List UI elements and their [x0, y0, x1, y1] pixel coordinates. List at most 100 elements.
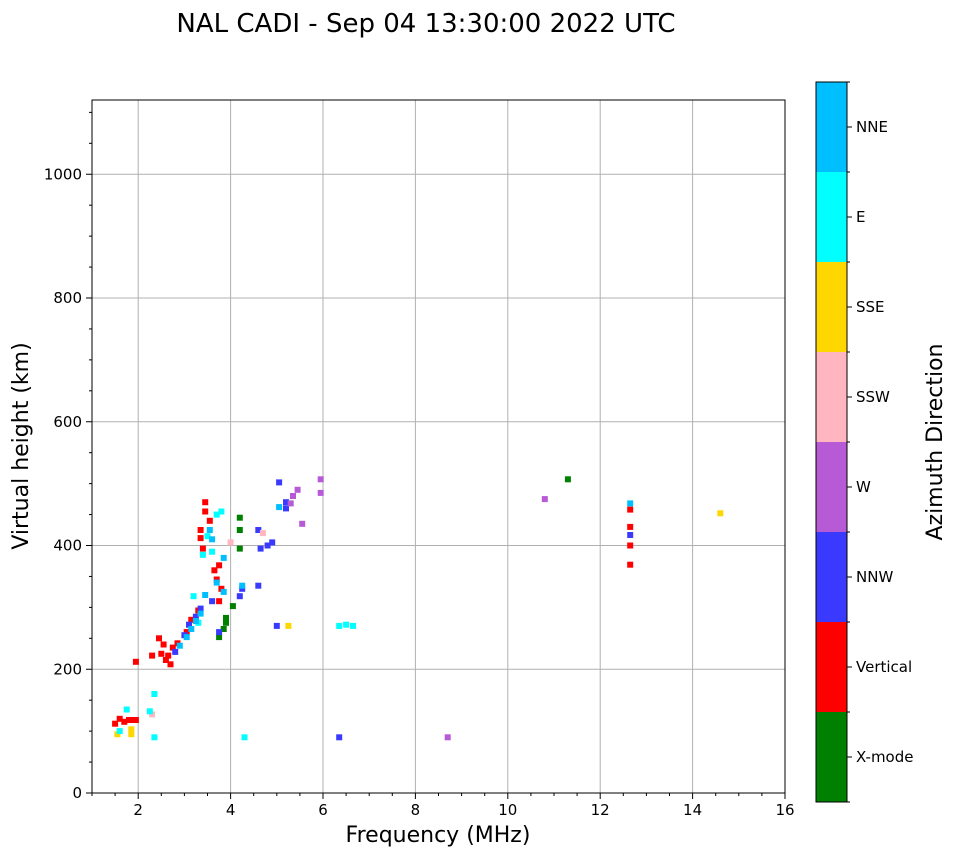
- data-point: [627, 523, 634, 530]
- data-point: [627, 542, 634, 549]
- data-point: [223, 619, 229, 626]
- data-point: [236, 527, 243, 533]
- x-tick-label: 10: [498, 801, 517, 819]
- data-point: [128, 731, 135, 738]
- colorbar-segment: [816, 532, 847, 622]
- y-tick-label: 400: [53, 537, 82, 555]
- data-point: [213, 511, 220, 518]
- data-point: [121, 718, 128, 725]
- data-point: [336, 622, 343, 629]
- y-tick-label: 200: [53, 660, 82, 678]
- colorbar-tick-label: NNW: [856, 568, 893, 586]
- data-point: [220, 626, 227, 632]
- data-point: [197, 605, 204, 612]
- data-point: [220, 588, 227, 595]
- data-point: [112, 720, 119, 727]
- data-point: [123, 706, 130, 713]
- data-point: [192, 618, 199, 624]
- data-point: [199, 545, 206, 552]
- y-tick-label: 800: [53, 289, 82, 307]
- data-point: [188, 616, 195, 623]
- data-point: [167, 661, 174, 668]
- data-point: [627, 506, 634, 513]
- data-point: [116, 728, 123, 735]
- data-point: [132, 717, 139, 723]
- data-point: [211, 567, 218, 574]
- data-point: [206, 527, 213, 533]
- data-point: [236, 545, 243, 552]
- data-point: [541, 496, 548, 503]
- data-point: [183, 629, 190, 636]
- data-point: [276, 504, 283, 511]
- data-point: [229, 603, 236, 610]
- data-point: [236, 514, 243, 521]
- x-axis-label: Frequency (MHz): [346, 823, 531, 848]
- data-point: [287, 500, 294, 507]
- data-point: [209, 548, 216, 555]
- data-point: [190, 593, 197, 600]
- series-w: [287, 476, 548, 741]
- data-marks: [112, 476, 724, 741]
- x-tick-label: 2: [133, 801, 143, 819]
- data-point: [239, 582, 246, 589]
- y-tick-label: 1000: [44, 165, 82, 183]
- colorbar-tick-label: E: [856, 208, 865, 226]
- data-point: [317, 489, 324, 496]
- data-point: [255, 527, 262, 533]
- colorbar-tick-label: Vertical: [856, 658, 912, 676]
- grid-lines: [92, 100, 785, 793]
- data-point: [216, 629, 223, 636]
- data-point: [299, 520, 306, 527]
- data-point: [172, 648, 179, 655]
- data-point: [236, 593, 243, 600]
- colorbar-segment: [816, 172, 847, 262]
- data-point: [564, 476, 571, 483]
- x-tick-label: 6: [318, 801, 328, 819]
- data-point: [343, 621, 350, 628]
- data-point: [151, 734, 158, 741]
- colorbar-tick-label: SSW: [856, 388, 890, 406]
- colorbar-label: Azimuth Direction: [923, 343, 948, 540]
- data-point: [192, 613, 199, 620]
- series-ssw: [149, 530, 266, 718]
- data-point: [627, 500, 634, 507]
- data-point: [239, 585, 246, 592]
- data-point: [149, 652, 156, 659]
- x-axis: 2 4 6 8 10 12 14 16: [91, 793, 795, 819]
- data-point: [223, 614, 229, 621]
- data-point: [257, 545, 264, 552]
- x-tick-label: 14: [683, 801, 702, 819]
- data-point: [202, 592, 209, 598]
- data-point: [213, 579, 220, 586]
- colorbar-segment: [816, 352, 847, 442]
- data-point: [264, 542, 271, 549]
- data-point: [717, 510, 724, 517]
- x-tick-label: 12: [591, 801, 610, 819]
- chart-title: NAL CADI - Sep 04 13:30:00 2022 UTC: [176, 9, 675, 39]
- data-point: [202, 508, 209, 515]
- y-tick-label: 600: [53, 413, 82, 431]
- data-point: [186, 621, 192, 628]
- data-point: [183, 634, 190, 641]
- y-tick-label: 0: [72, 784, 82, 802]
- data-point: [213, 576, 220, 583]
- series-nne: [176, 500, 634, 649]
- data-point: [259, 530, 266, 537]
- data-point: [128, 726, 135, 733]
- data-point: [216, 634, 223, 641]
- data-point: [218, 508, 225, 515]
- colorbar-tick-label: NNE: [856, 118, 888, 136]
- data-point: [273, 622, 280, 629]
- data-point: [197, 610, 204, 617]
- colorbar-tick-label: X-mode: [856, 748, 913, 766]
- data-point: [276, 479, 283, 486]
- colorbar-segment: [816, 622, 847, 712]
- colorbar-tick-label: W: [856, 478, 871, 496]
- data-point: [151, 691, 158, 697]
- data-point: [290, 493, 296, 499]
- data-point: [197, 527, 204, 533]
- data-point: [216, 598, 223, 605]
- data-point: [165, 652, 172, 659]
- data-point: [255, 582, 262, 589]
